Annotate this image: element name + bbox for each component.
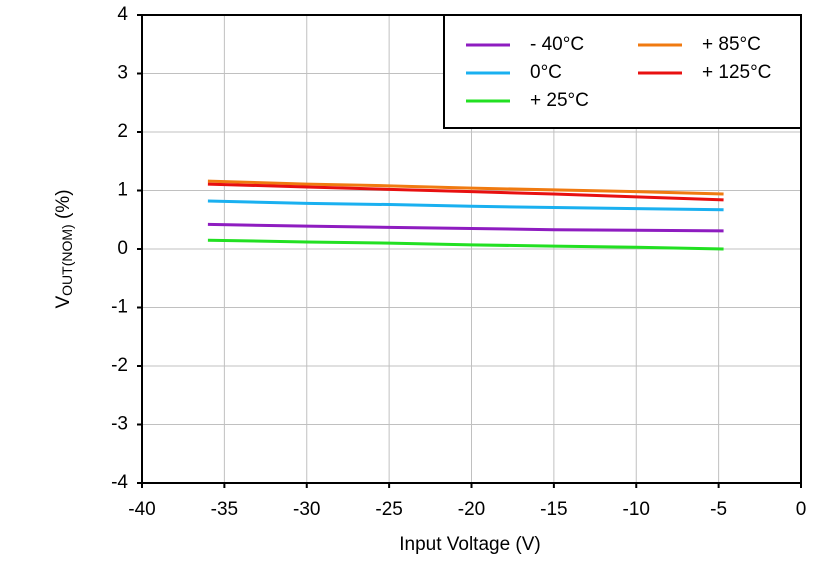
series-line xyxy=(207,179,724,196)
y-tick-label: -3 xyxy=(111,414,128,435)
x-tick-label: -35 xyxy=(211,499,238,520)
y-axis-label: VOUT(NOM) (%) xyxy=(53,189,75,308)
y-tick-label: 4 xyxy=(117,4,128,25)
x-tick-label: -15 xyxy=(540,499,567,520)
x-tick-label: -30 xyxy=(293,499,320,520)
y-label-subscript: OUT(NOM) xyxy=(59,224,75,296)
y-label-suffix: (%) xyxy=(53,189,74,224)
series-line xyxy=(207,238,724,251)
x-tick-label: -20 xyxy=(458,499,485,520)
legend-label: + 85°C xyxy=(702,34,761,55)
legend-label: 0°C xyxy=(530,62,562,83)
y-tick-label: 2 xyxy=(117,121,128,142)
series-line xyxy=(207,222,724,233)
y-tick-label: -4 xyxy=(111,472,128,493)
legend-label: + 125°C xyxy=(702,62,771,83)
legend-label: + 25°C xyxy=(530,90,589,111)
y-tick-label: 0 xyxy=(117,238,128,259)
y-tick-label: -2 xyxy=(111,355,128,376)
series-line xyxy=(207,182,724,202)
x-tick-label: -10 xyxy=(623,499,650,520)
x-tick-label: -25 xyxy=(375,499,402,520)
y-label-base: V xyxy=(53,296,74,309)
y-tick-label: 3 xyxy=(117,63,128,84)
series-line xyxy=(207,199,724,212)
legend-label: - 40°C xyxy=(530,34,584,55)
x-tick-label: -40 xyxy=(128,499,155,520)
x-tick-label: 0 xyxy=(796,499,807,520)
y-tick-label: 1 xyxy=(117,180,128,201)
x-tick-label: -5 xyxy=(710,499,727,520)
y-tick-label: -1 xyxy=(111,297,128,318)
x-axis-label: Input Voltage (V) xyxy=(399,534,541,555)
